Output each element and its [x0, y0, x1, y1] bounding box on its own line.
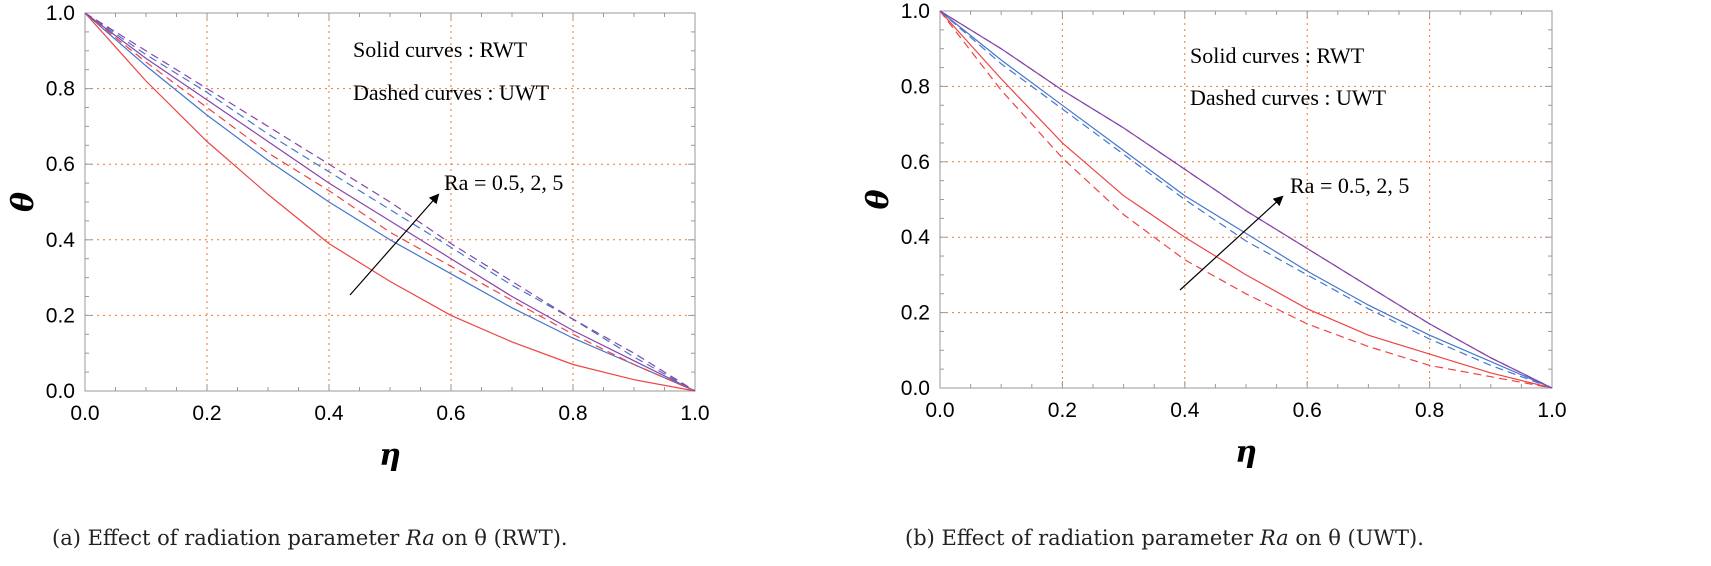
x-axis-label: η	[379, 438, 401, 473]
caption-a-prefix: (a) Effect of radiation parameter	[52, 526, 400, 550]
y-tick-label: 1.0	[46, 2, 75, 25]
annotation-arrow	[1179, 195, 1284, 291]
series-line-uwt-3	[939, 10, 1553, 389]
series-line-uwt-5	[939, 10, 1553, 389]
x-tick-label: 0.8	[1415, 399, 1444, 422]
x-tick-label: 0.0	[70, 402, 99, 425]
x-tick-label: 0.4	[1170, 399, 1200, 422]
y-tick-label: 0.6	[46, 153, 75, 176]
annotation-text: Ra = 0.5, 2, 5	[1290, 173, 1409, 198]
y-tick-label: 1.0	[901, 0, 930, 23]
caption-b-suffix: on θ (UWT).	[1295, 526, 1424, 550]
caption-b-symbol: Ra	[1259, 526, 1289, 550]
x-tick-label: 0.4	[314, 402, 344, 425]
chart-panel-a: 0.0 0.2 0.4 0.6 0.8 1.0 0.0 0.2 0.4 0.6 0.8 1.0 η θ So…	[6, 2, 710, 473]
y-tick-label: 0.2	[46, 304, 75, 327]
caption-a: (a) Effect of radiation parameter Ra on …	[52, 526, 568, 550]
caption-a-symbol: Ra	[405, 526, 435, 550]
series-line-uwt-4	[84, 12, 696, 392]
y-tick-label: 0.0	[901, 377, 930, 400]
x-tick-label: 1.0	[1537, 399, 1566, 422]
y-tick-label: 0.8	[46, 78, 75, 101]
y-tick-label: 0.4	[46, 229, 76, 252]
x-tick-label: 0.6	[436, 402, 465, 425]
x-tick-label: 1.0	[680, 402, 709, 425]
y-tick-label: 0.8	[901, 75, 930, 98]
legend-text: Solid curves : RWT	[1190, 43, 1365, 68]
annotation-arrow	[349, 193, 440, 296]
x-tick-label: 0.2	[192, 402, 221, 425]
series-line-uwt-5	[84, 12, 696, 392]
x-tick-label: 0.2	[1048, 399, 1077, 422]
legend-text: Dashed curves : UWT	[1190, 85, 1387, 110]
x-tick-label: 0.8	[558, 402, 587, 425]
caption-b: (b) Effect of radiation parameter Ra on …	[905, 526, 1424, 550]
x-tick-label: 0.0	[925, 399, 954, 422]
y-tick-label: 0.0	[46, 380, 75, 403]
chart-panel-b: 0.0 0.2 0.4 0.6 0.8 1.0 0.0 0.2 0.4 0.6 0.8 1.0 η θ So…	[861, 0, 1567, 470]
y-axis-label: θ	[861, 189, 896, 209]
legend-text: Dashed curves : UWT	[353, 80, 550, 105]
y-tick-label: 0.2	[901, 302, 930, 325]
legend-text: Solid curves : RWT	[353, 37, 528, 62]
y-tick-label: 0.4	[901, 226, 931, 249]
y-axis-label: θ	[6, 192, 41, 212]
annotation-text: Ra = 0.5, 2, 5	[444, 170, 563, 195]
series-line-uwt-4	[939, 10, 1553, 389]
series-line-rwt-0	[939, 10, 1553, 389]
y-tick-label: 0.6	[901, 151, 930, 174]
x-tick-label: 0.6	[1293, 399, 1322, 422]
caption-b-prefix: (b) Effect of radiation parameter	[905, 526, 1254, 550]
series-line-rwt-0	[84, 12, 696, 392]
series-line-rwt-1	[939, 10, 1553, 389]
series-line-rwt-2	[84, 12, 696, 392]
caption-a-suffix: on θ (RWT).	[441, 526, 568, 550]
series-line-rwt-1	[84, 12, 696, 392]
x-axis-label: η	[1235, 435, 1257, 470]
